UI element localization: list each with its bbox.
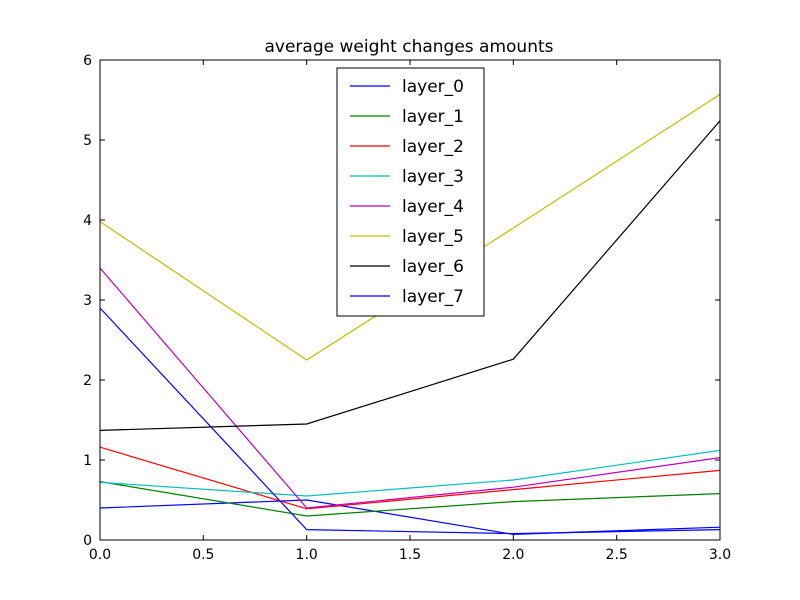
legend-label-layer-0: layer_0 — [402, 77, 464, 97]
legend-label-layer-7: layer_7 — [402, 287, 464, 307]
legend-label-layer-2: layer_2 — [402, 137, 464, 157]
legend: layer_0 layer_1 layer_2 layer_3 layer_4layer… — [336, 67, 485, 317]
y-tick-label: 1 — [83, 453, 92, 469]
y-tick-label: 4 — [83, 213, 92, 229]
chart-title: average weight changes amounts — [265, 37, 554, 57]
series-line-layer-6 — [99, 120, 721, 431]
x-tick-label: 2.5 — [606, 547, 628, 563]
y-tick-label: 2 — [83, 373, 92, 389]
legend-label-layer-3: layer_3 — [402, 167, 464, 187]
y-tick-label: 5 — [83, 133, 92, 149]
series-line-layer-7 — [99, 307, 721, 535]
legend-label-layer-4: layer_4 — [402, 197, 464, 217]
y-tick-label: 3 — [83, 293, 92, 309]
series-line-layer-4 — [99, 267, 721, 509]
y-tick-label: 6 — [83, 53, 92, 69]
x-tick-label: 3.0 — [709, 547, 731, 563]
legend-box — [336, 67, 485, 317]
x-tick-label: 0.0 — [89, 547, 111, 563]
legend-label-layer-1: layer_1 — [402, 107, 464, 127]
series-line-layer-2 — [99, 446, 721, 510]
x-tick-label: 0.5 — [192, 547, 214, 563]
series-line-layer-1 — [99, 481, 721, 517]
series-line-layer-3 — [99, 449, 721, 497]
x-tick-label: 1.5 — [399, 547, 421, 563]
x-tick-label: 1.0 — [296, 547, 318, 563]
x-tick-label: 2.0 — [502, 547, 524, 563]
legend-label-layer-6: layer_6 — [402, 257, 464, 277]
legend-label-layer-5: layer_5 — [402, 227, 464, 247]
series-line-layer-0 — [99, 499, 721, 536]
y-tick-label: 0 — [83, 533, 92, 549]
